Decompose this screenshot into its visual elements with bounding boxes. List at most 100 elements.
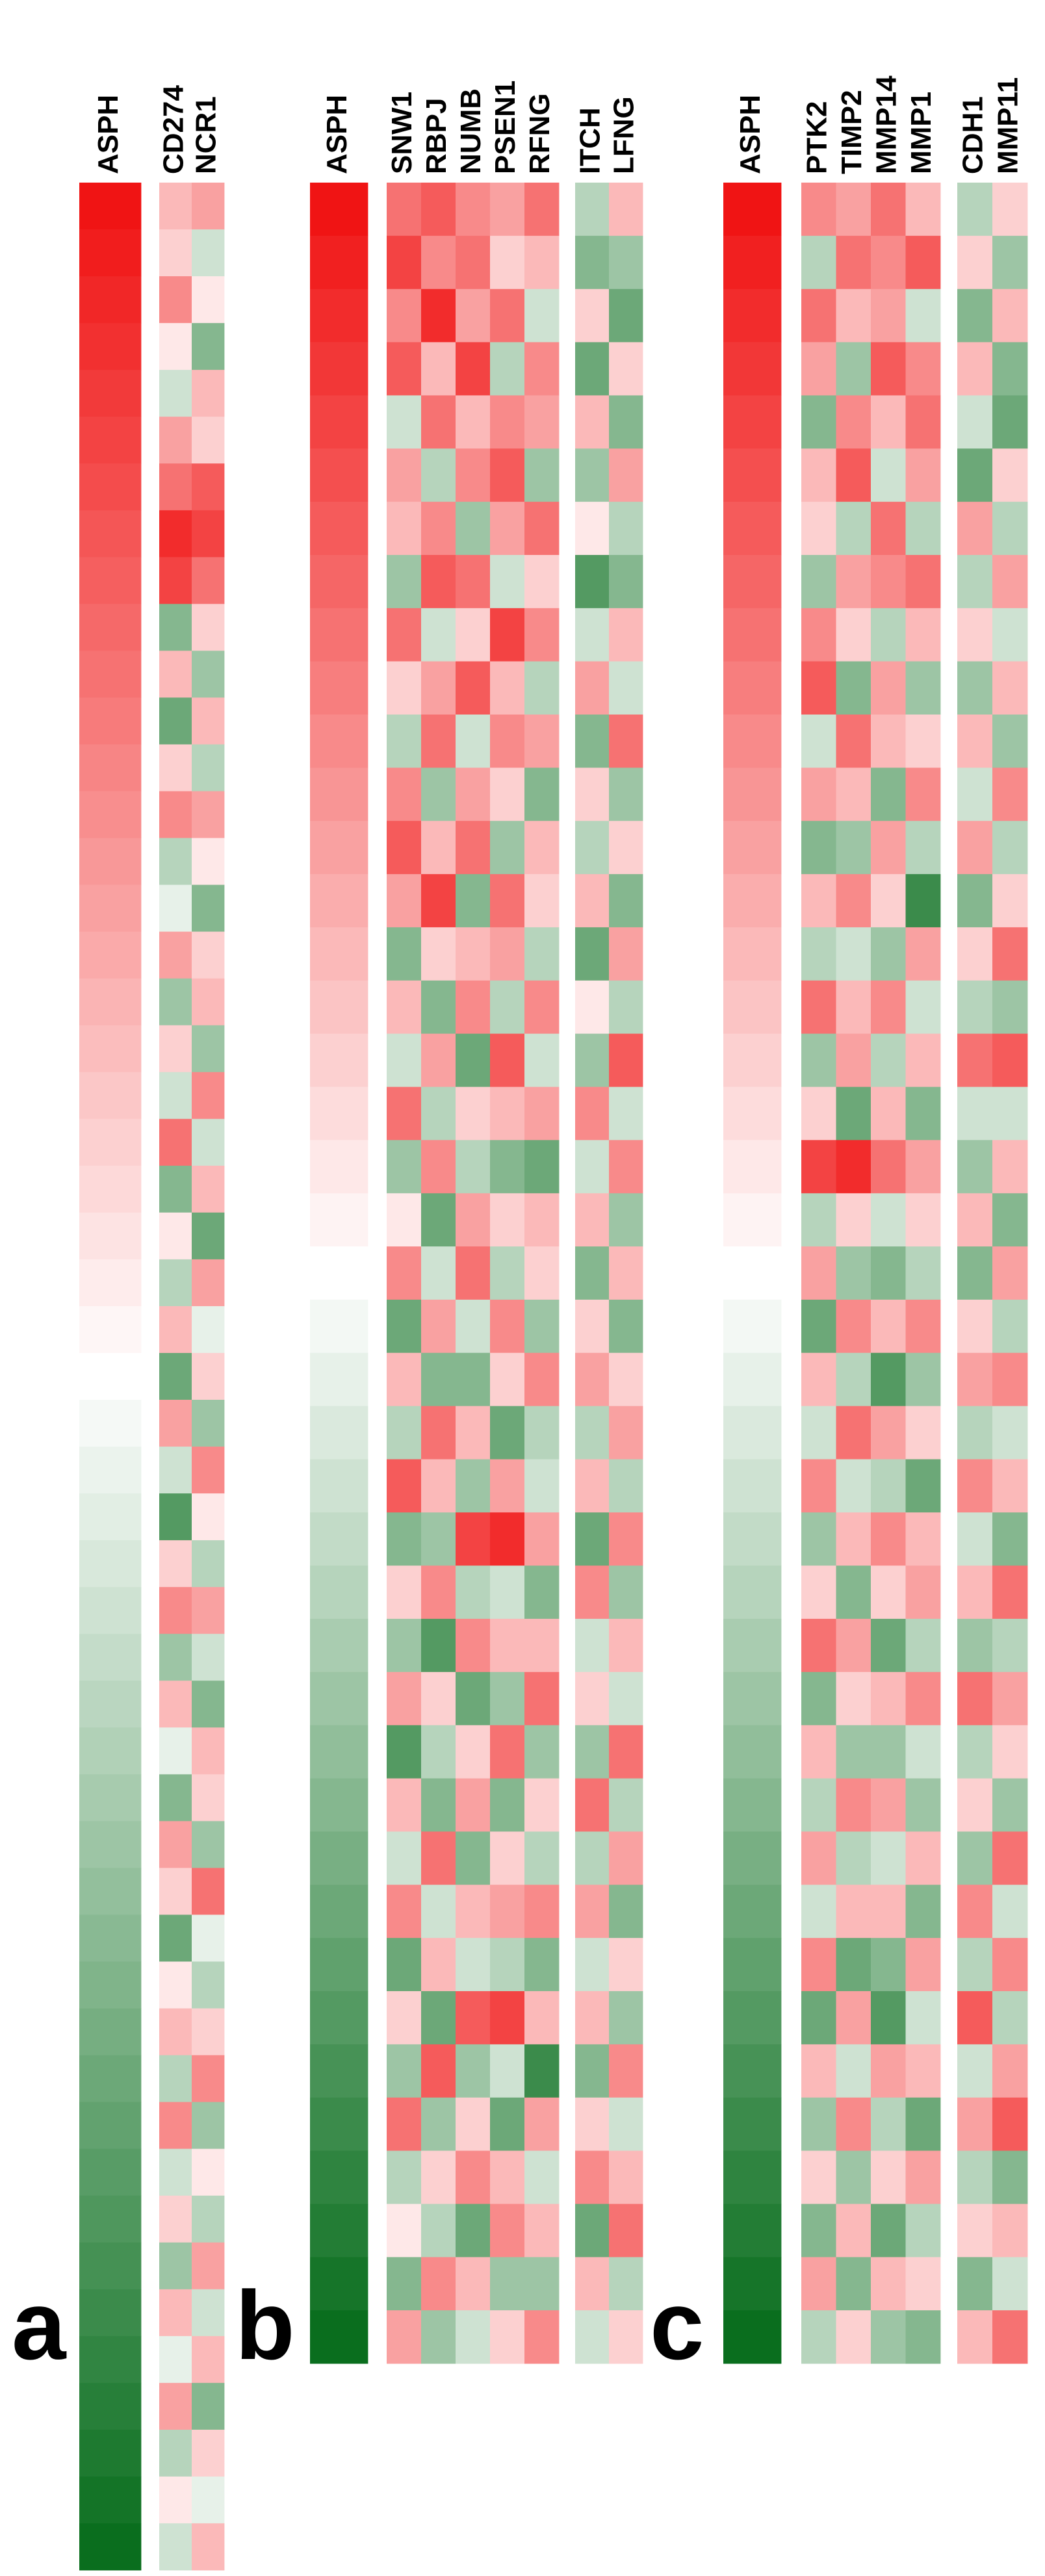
heat-cell [310, 2310, 368, 2364]
heat-cell [421, 2044, 456, 2098]
heat-cell [387, 1406, 422, 1460]
heat-cell [957, 661, 993, 715]
heat-cell [192, 744, 225, 792]
heat-cell [159, 2336, 192, 2384]
heat-cell [421, 1885, 456, 1938]
heat-cell [79, 604, 142, 651]
heat-cell [957, 927, 993, 981]
heat-cell [905, 1087, 941, 1140]
heat-cell [801, 448, 836, 502]
heat-cell [456, 767, 491, 821]
heat-cell [836, 1033, 871, 1087]
heat-cell [609, 1459, 643, 1513]
heat-cell [905, 2204, 941, 2258]
heat-cell [871, 2150, 906, 2204]
heat-cell [310, 1938, 368, 1992]
heat-cell [871, 1938, 906, 1992]
column-label: ITCH [574, 107, 606, 174]
heat-cell [723, 1885, 782, 1938]
heat-cell [723, 767, 782, 821]
heat-cell [905, 1565, 941, 1619]
heat-cell [456, 1725, 491, 1779]
heat-cell [421, 2150, 456, 2204]
heat-cell [159, 1634, 192, 1681]
heat-cell [421, 2204, 456, 2258]
heat-cell [192, 276, 225, 324]
heat-cell [192, 1072, 225, 1120]
heat-cell [524, 1299, 560, 1354]
heat-cell [609, 1033, 643, 1087]
heat-cell [957, 2097, 993, 2151]
heat-cell [159, 183, 192, 230]
heat-cell [490, 1140, 525, 1194]
heat-cell [992, 183, 1028, 237]
heat-cell [905, 1406, 941, 1460]
heat-cell [310, 1406, 368, 1460]
heat-cell [905, 980, 941, 1035]
heat-cell [723, 608, 782, 662]
heat-cell [723, 1352, 782, 1407]
heat-cell [310, 1246, 368, 1300]
heat-cell [421, 1831, 456, 1885]
panel-label: c [650, 2271, 704, 2380]
heat-cell [159, 1025, 192, 1073]
heat-cell [79, 2289, 142, 2337]
heat-cell [575, 1352, 610, 1407]
heat-cell [192, 2523, 225, 2571]
column-label: MMP11 [992, 77, 1024, 174]
heat-cell [524, 183, 560, 237]
heat-cell [456, 2150, 491, 2204]
heat-cell [836, 1299, 871, 1354]
heat-cell [79, 1727, 142, 1775]
heat-cell [79, 884, 142, 933]
heat-cell [159, 276, 192, 324]
heat-cell [387, 1246, 422, 1300]
heat-cell [456, 1193, 491, 1247]
heat-cell [310, 874, 368, 928]
heat-cell [609, 1831, 643, 1885]
heat-cell [905, 1885, 941, 1938]
heat-cell [992, 2204, 1028, 2258]
heat-cell [992, 1778, 1028, 1832]
heat-cell [524, 2204, 560, 2258]
heat-cell [801, 927, 836, 981]
heat-cell [575, 1991, 610, 2045]
heat-cell [905, 1991, 941, 2045]
heat-cell [992, 342, 1028, 396]
heat-cell [957, 448, 993, 502]
heat-cell [490, 1512, 525, 1566]
heat-cell [524, 767, 560, 821]
heat-cell [524, 1831, 560, 1885]
heat-cell [609, 1352, 643, 1407]
heat-cell [456, 342, 491, 396]
heat-cell [490, 2204, 525, 2258]
heat-cell [387, 1885, 422, 1938]
heat-cell [992, 502, 1028, 556]
heat-cell [192, 229, 225, 277]
heat-cell [79, 1447, 142, 1494]
heat-cell [524, 874, 560, 928]
heat-cell [192, 2382, 225, 2430]
heat-cell [490, 289, 525, 342]
heat-cell [79, 183, 142, 230]
heat-cell [723, 2044, 782, 2098]
heat-cell [836, 183, 871, 237]
heat-cell [524, 1512, 560, 1566]
column-label: NUMB [455, 88, 487, 174]
heat-cell [836, 395, 871, 449]
heat-cell [871, 1725, 906, 1779]
heat-cell [490, 1885, 525, 1938]
heat-cell [310, 661, 368, 715]
heat-cell [957, 1140, 993, 1194]
heat-cell [609, 767, 643, 821]
heat-cell [801, 1671, 836, 1726]
heat-cell [192, 1352, 225, 1400]
heat-cell [490, 927, 525, 981]
heat-cell [575, 1671, 610, 1726]
heat-cell [387, 2044, 422, 2098]
heat-cell [609, 1671, 643, 1726]
heat-cell [159, 2382, 192, 2430]
heat-cell [723, 2204, 782, 2258]
heat-cell [79, 2055, 142, 2103]
heat-cell [490, 2097, 525, 2151]
